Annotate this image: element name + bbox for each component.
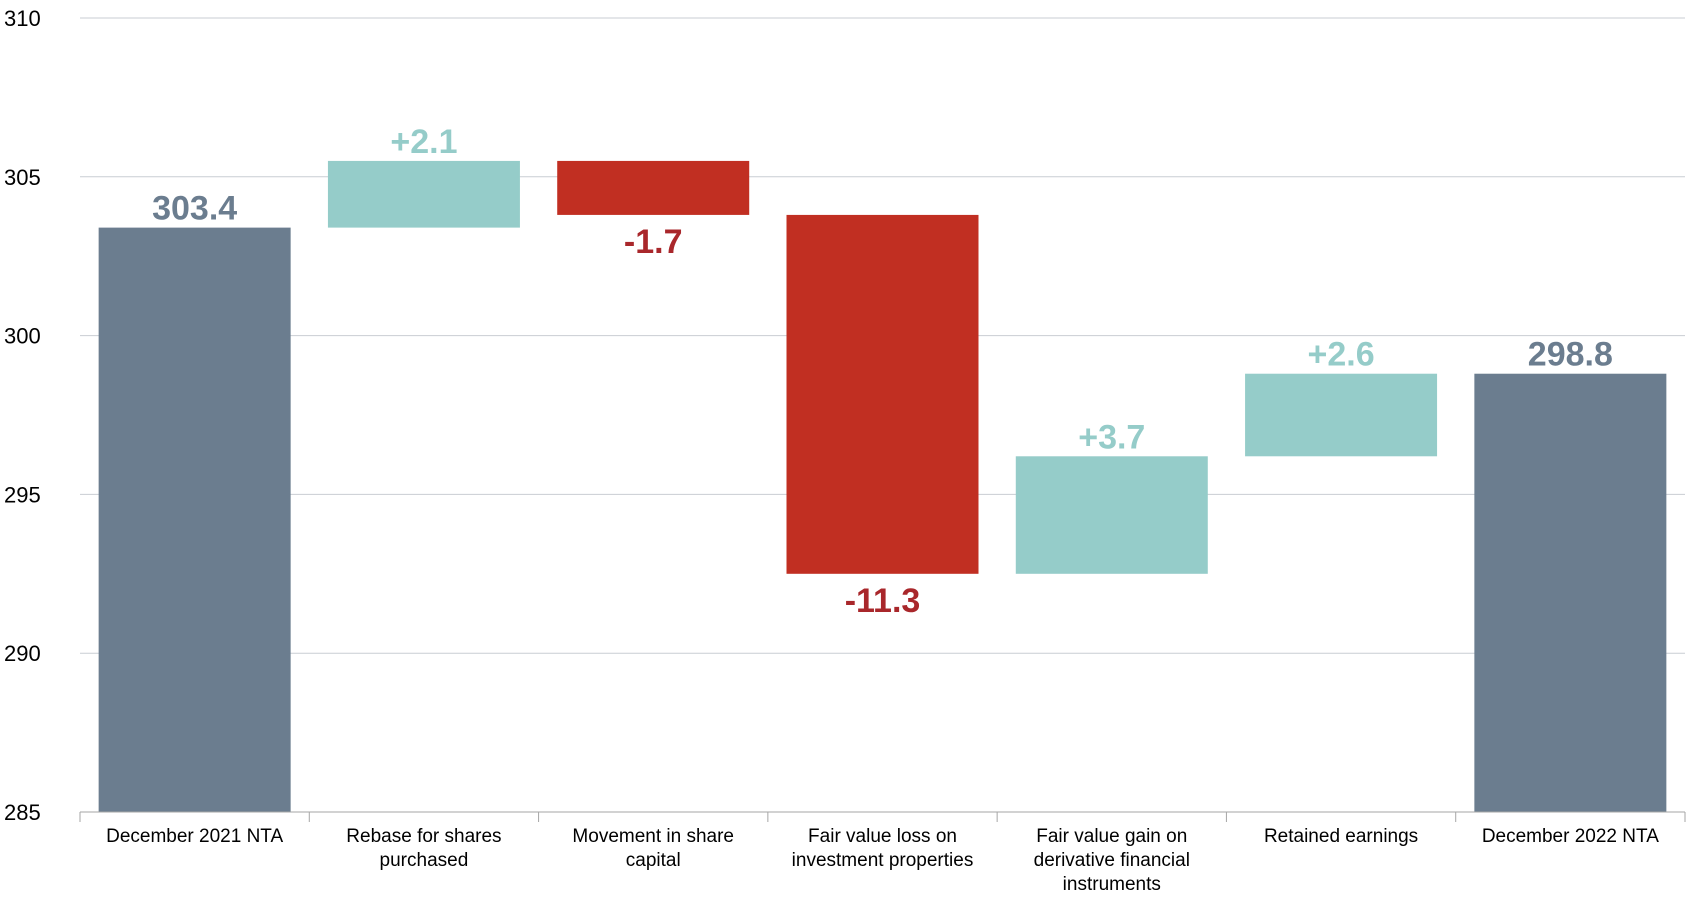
- x-category-label: Rebase for shares: [346, 826, 501, 847]
- y-tick-label: 300: [4, 324, 41, 349]
- data-label: 298.8: [1528, 336, 1613, 374]
- x-category-label: Movement in share: [572, 826, 734, 847]
- data-label: +2.1: [390, 123, 457, 161]
- bar-total: [1474, 373, 1667, 812]
- bars: [98, 160, 1667, 813]
- y-tick-label: 285: [4, 800, 41, 825]
- bar-increase: [327, 160, 520, 228]
- y-tick-label: 305: [4, 165, 41, 190]
- x-category-label: Retained earnings: [1264, 826, 1418, 847]
- y-tick-label: 295: [4, 482, 41, 507]
- x-category-label: capital: [626, 850, 681, 871]
- data-label: +2.6: [1308, 336, 1375, 374]
- y-tick-label: 310: [4, 6, 41, 31]
- bar-decrease: [786, 214, 979, 574]
- data-label: -1.7: [624, 223, 683, 261]
- y-tick-label: 290: [4, 641, 41, 666]
- bar-increase: [1015, 456, 1208, 574]
- x-axis-category-labels: December 2021 NTA Rebase for shares purcha…: [106, 826, 1659, 895]
- x-category-label: derivative financial: [1034, 850, 1190, 871]
- x-category-label: Fair value gain on: [1036, 826, 1187, 847]
- x-category-label: December 2022 NTA: [1482, 826, 1659, 847]
- data-label: -11.3: [845, 582, 921, 620]
- y-axis-ticks: 310 305 300 295 290 285: [4, 6, 41, 825]
- data-label: 303.4: [152, 190, 237, 228]
- x-axis: [79, 811, 1686, 822]
- data-label: +3.7: [1078, 418, 1145, 456]
- x-category-label: Fair value loss on: [808, 826, 957, 847]
- x-category-label: instruments: [1063, 874, 1161, 895]
- x-category-label: purchased: [380, 850, 469, 871]
- x-category-label: investment properties: [792, 850, 974, 871]
- bar-total: [98, 227, 291, 813]
- bar-increase: [1245, 373, 1438, 457]
- data-labels: 303.4 +2.1 -1.7 -11.3 +3.7 +2.6 298.8: [152, 123, 1613, 620]
- x-category-label: December 2021 NTA: [106, 826, 283, 847]
- bar-decrease: [557, 160, 750, 215]
